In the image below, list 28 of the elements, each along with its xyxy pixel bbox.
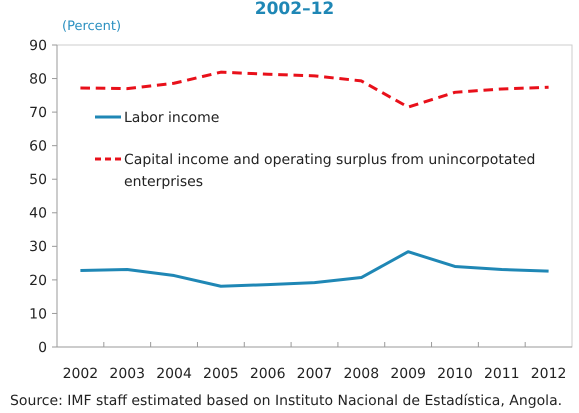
x-tick-label: 2003 — [109, 366, 146, 382]
x-tick-label: 2008 — [344, 366, 380, 382]
legend-label: Labor income — [124, 110, 220, 126]
x-tick-label: 2006 — [250, 366, 286, 382]
line-series — [78, 70, 550, 109]
y-tick-label: 80 — [29, 71, 47, 88]
y-tick-label: 20 — [29, 272, 47, 289]
y-tick-label: 40 — [29, 206, 47, 222]
y-tick-label: 90 — [29, 38, 47, 54]
y-tick-label: 0 — [38, 340, 47, 356]
x-tick-label: 2011 — [484, 366, 520, 382]
legend-label: Capital income and operating surplus from unincorpotated enterprises — [124, 152, 536, 190]
x-tick-label: 2010 — [437, 366, 473, 382]
x-tick-label: 2002 — [62, 366, 98, 382]
y-tick-label: 10 — [29, 306, 47, 322]
chart-title: 2002–12 — [254, 0, 334, 19]
x-tick-label: 2007 — [296, 366, 332, 382]
x-tick-label: 2009 — [390, 366, 426, 382]
line-series — [78, 250, 550, 288]
x-tick-label: 2005 — [203, 366, 239, 382]
y-tick-label: 70 — [29, 105, 47, 122]
source-note: Source: IMF staff estimated based on Instituto Nacional de Estadística, Angola. — [10, 393, 562, 409]
y-tick-label: 30 — [29, 239, 47, 256]
y-tick-label: 60 — [29, 138, 47, 155]
y-axis-title: (Percent) — [62, 19, 122, 34]
x-tick-label: 2012 — [530, 366, 566, 382]
y-tick-label: 50 — [29, 172, 47, 188]
x-tick-label: 2004 — [156, 366, 192, 382]
